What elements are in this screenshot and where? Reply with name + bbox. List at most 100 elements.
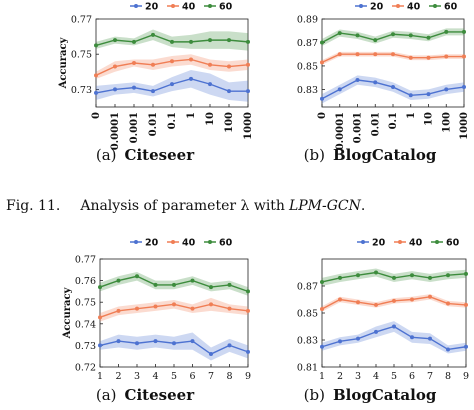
y-axis-label: Accuracy <box>58 36 69 89</box>
y-tick-label: 0.73 <box>71 85 92 96</box>
point-20 <box>446 347 450 352</box>
legend-marker-20 <box>359 4 363 8</box>
point-60 <box>356 273 360 278</box>
legend-label-40: 40 <box>182 238 196 249</box>
point-60 <box>355 33 360 38</box>
point-40 <box>151 62 155 67</box>
y-tick-label: 0.77 <box>71 15 92 26</box>
point-20 <box>428 336 432 341</box>
point-40 <box>392 298 396 303</box>
point-40 <box>153 304 158 309</box>
legend: 20 40 60 <box>130 238 233 249</box>
point-20 <box>151 89 155 94</box>
legend-label-60: 60 <box>444 2 458 13</box>
point-20 <box>170 82 174 87</box>
chart-panel-top-right: 0.83 0.85 0.87 0.89 0 0.0001 0.001 0.01 0.1 1 10 10… <box>297 2 470 165</box>
x-tick-label: 100 <box>441 112 452 133</box>
legend-marker-20 <box>361 240 365 244</box>
point-60 <box>189 39 193 44</box>
legend-marker-60 <box>208 4 212 8</box>
point-40 <box>190 306 195 311</box>
point-40 <box>94 73 98 78</box>
y-tick-label: 0.75 <box>71 50 92 61</box>
legend-label-60: 60 <box>219 2 233 13</box>
x-tick-label: 0.0001 <box>335 112 346 150</box>
point-20 <box>444 87 449 92</box>
legend-marker-20 <box>134 4 138 8</box>
point-40 <box>227 306 232 311</box>
point-60 <box>446 273 450 278</box>
y-tick-label: 0.83 <box>297 336 318 347</box>
point-40 <box>462 54 466 59</box>
legend: 20 40 60 <box>355 2 458 13</box>
point-60 <box>246 289 250 294</box>
point-60 <box>391 32 395 37</box>
point-40 <box>356 300 360 305</box>
point-20 <box>153 339 158 344</box>
sub-caption-label: (a) <box>96 146 117 164</box>
sub-caption: (b) BlogCatalog <box>304 146 437 164</box>
point-60 <box>392 275 396 280</box>
x-tick-label: 5 <box>171 371 177 382</box>
x-tick-label: 10 <box>205 112 216 126</box>
point-20 <box>391 85 395 90</box>
point-40 <box>391 52 395 57</box>
band-40 <box>96 54 248 79</box>
legend-marker-40 <box>396 4 400 8</box>
point-60 <box>320 40 324 45</box>
sub-caption-label: (b) <box>304 386 325 404</box>
point-60 <box>190 278 195 283</box>
point-40 <box>444 54 449 59</box>
point-20 <box>410 335 414 340</box>
point-40 <box>373 52 378 57</box>
figure-caption: Fig. 11. Analysis of parameter λ with LPM-… <box>6 198 365 214</box>
point-60 <box>428 275 432 280</box>
point-20 <box>227 343 232 348</box>
y-tick-label: 0.85 <box>297 61 318 72</box>
caption-method: LPM-GCN <box>288 198 362 214</box>
point-20 <box>426 92 431 97</box>
band-60 <box>322 28 464 46</box>
sub-caption: (a) Citeseer <box>96 386 195 404</box>
point-60 <box>170 39 174 44</box>
point-60 <box>135 274 139 279</box>
caption-text: Analysis of parameter λ with <box>79 198 285 214</box>
x-tick-label: 1 <box>186 112 197 119</box>
x-tick-label: 7 <box>427 371 433 382</box>
point-20 <box>227 89 231 94</box>
legend-label-40: 40 <box>407 2 421 13</box>
sub-caption-label: (a) <box>96 386 117 404</box>
y-axis-label: Accuracy <box>62 286 73 339</box>
point-40 <box>337 52 342 57</box>
x-tick-label: 0 <box>317 112 328 119</box>
point-40 <box>170 59 174 64</box>
legend-label-20: 20 <box>372 238 386 249</box>
sub-caption-title: BlogCatalog <box>333 386 437 404</box>
x-tick-label: 4 <box>152 371 158 382</box>
point-20 <box>355 78 360 83</box>
y-tick-label: 0.77 <box>75 255 96 266</box>
point-60 <box>98 285 102 290</box>
point-40 <box>410 297 414 302</box>
x-tick-label: 9 <box>463 371 469 382</box>
x-tick-label: 0.001 <box>129 112 140 143</box>
point-60 <box>227 282 232 287</box>
legend-marker-60 <box>433 4 437 8</box>
point-60 <box>444 29 449 34</box>
x-tick-label: 10 <box>424 112 435 126</box>
point-20 <box>356 336 360 341</box>
point-40 <box>428 294 432 299</box>
point-40 <box>189 57 193 62</box>
legend-marker-40 <box>171 4 175 8</box>
point-40 <box>208 62 212 67</box>
point-60 <box>94 43 98 48</box>
point-60 <box>426 35 431 40</box>
point-20 <box>320 96 324 101</box>
point-60 <box>132 39 136 44</box>
x-tick-label: 9 <box>245 371 251 382</box>
legend-label-20: 20 <box>145 238 159 249</box>
point-20 <box>94 90 98 95</box>
x-tick-label: 1000 <box>243 112 254 140</box>
point-20 <box>132 85 136 90</box>
